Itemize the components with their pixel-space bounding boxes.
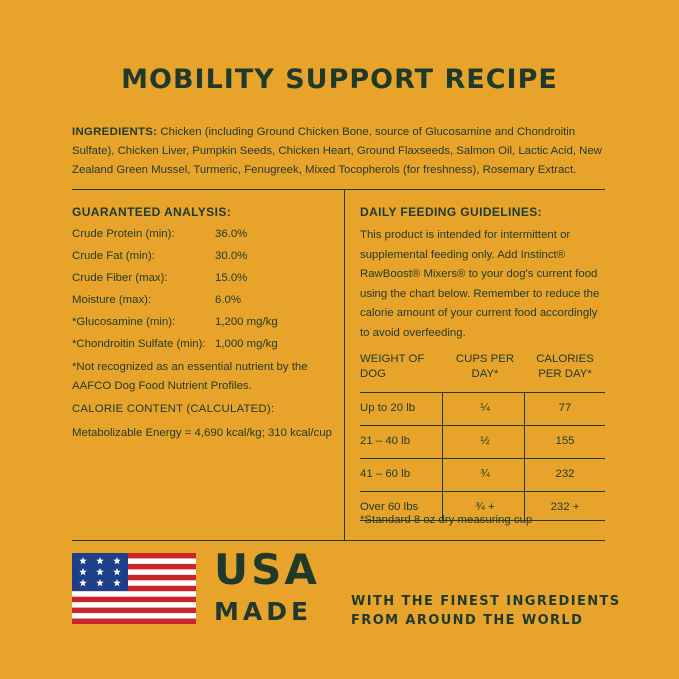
analysis-label: Crude Protein (min):: [72, 228, 175, 240]
feeding-table-header: WEIGHT OF DOG CUPS PER DAY* CALORIES PER…: [360, 352, 605, 392]
calories-cell: 77: [558, 402, 572, 414]
flag-stripe: [72, 613, 196, 619]
ingredients-block: INGREDIENTS: Chicken (including Ground C…: [72, 123, 612, 180]
analysis-value: 36.0%: [215, 228, 248, 240]
calories-cell: 232: [555, 468, 575, 480]
flag-stripe: [72, 618, 196, 624]
flag-stripe: [72, 553, 196, 559]
divider-bottom: [72, 540, 605, 541]
aafco-note: *Not recognized as an essential nutrient…: [72, 361, 308, 392]
table-column-divider: [442, 392, 443, 520]
analysis-label: Crude Fiber (max):: [72, 272, 168, 284]
weight-cell: Over 60 lbs: [360, 501, 419, 513]
analysis-value: 30.0%: [215, 250, 248, 262]
feeding-paragraph: This product is intended for intermitten…: [360, 229, 600, 339]
flag-stripe: [72, 591, 196, 597]
analysis-value: 6.0%: [215, 294, 241, 306]
us-flag-icon: [72, 553, 196, 624]
analysis-value: 1,200 mg/kg: [215, 316, 278, 328]
flag-star: [96, 579, 104, 587]
column-header-weight: WEIGHT OF DOG: [360, 353, 425, 380]
table-row: Up to 20 lb ¼ 77: [360, 392, 605, 425]
flag-star: [79, 579, 87, 587]
cups-cell: ¾: [480, 468, 490, 480]
feeding-heading: DAILY FEEDING GUIDELINES:: [360, 205, 543, 219]
tagline: WITH THE FINEST INGREDIENTS FROM AROUND …: [351, 592, 621, 630]
column-header-calories: CALORIES PER DAY*: [536, 353, 594, 380]
calories-cell: 155: [555, 435, 575, 447]
feeding-table: WEIGHT OF DOG CUPS PER DAY* CALORIES PER…: [360, 352, 605, 524]
weight-cell: 21 – 40 lb: [360, 435, 411, 447]
divider-top: [72, 189, 605, 190]
flag-star: [79, 568, 87, 576]
flag-stripe: [72, 558, 196, 565]
calorie-heading: CALORIE CONTENT (CALCULATED):: [72, 403, 275, 415]
flag-stripe: [72, 569, 196, 576]
table-row: 21 – 40 lb ½ 155: [360, 425, 605, 458]
cups-cell: ¼: [480, 402, 490, 414]
flag-star: [79, 557, 87, 565]
calorie-value: Metabolizable Energy = 4,690 kcal/kg; 31…: [72, 427, 332, 439]
flag-stripe: [72, 602, 196, 608]
calories-cell: 232 +: [550, 501, 580, 513]
column-header-cups: CUPS PER DAY*: [455, 353, 515, 380]
flag-stripe: [72, 580, 196, 586]
made-text: MADE: [214, 597, 313, 626]
flag-stripe: [72, 563, 196, 570]
table-bottom-rule: [360, 520, 605, 521]
weight-cell: 41 – 60 lb: [360, 468, 411, 480]
flag-star: [113, 557, 121, 565]
flag-stripe: [72, 607, 196, 614]
analysis-label: Crude Fat (min):: [72, 250, 155, 262]
usa-text: USA: [214, 545, 320, 594]
analysis-heading: GUARANTEED ANALYSIS:: [72, 205, 232, 219]
divider-vertical: [344, 189, 345, 540]
ingredients-label: INGREDIENTS:: [72, 126, 158, 138]
table-row: Over 60 lbs ¾ + 232 +: [360, 491, 605, 524]
flag-star: [96, 568, 104, 576]
cups-cell: ¾ +: [475, 501, 495, 513]
flag-star: [113, 579, 121, 587]
analysis-label: *Glucosamine (min):: [72, 316, 176, 328]
measuring-cup-footnote: *Standard 8 oz dry measuring cup: [360, 514, 533, 526]
flag-star: [113, 568, 121, 576]
analysis-value: 1,000 mg/kg: [215, 338, 278, 350]
table-column-divider: [524, 392, 525, 520]
analysis-label: *Chondroitin Sulfate (min):: [72, 338, 206, 350]
analysis-label: Moisture (max):: [72, 294, 152, 306]
flag-star: [96, 557, 104, 565]
table-row: 41 – 60 lb ¾ 232: [360, 458, 605, 491]
flag-stripe: [72, 596, 196, 603]
flag-stripe: [72, 585, 196, 592]
tagline-line-2: FROM AROUND THE WORLD: [351, 613, 584, 628]
ingredients-text: Chicken (including Ground Chicken Bone, …: [72, 126, 602, 176]
analysis-value: 15.0%: [215, 272, 248, 284]
weight-cell: Up to 20 lb: [360, 402, 416, 414]
page-title: MOBILITY SUPPORT RECIPE: [121, 64, 558, 95]
flag-stripe: [72, 574, 196, 581]
cups-cell: ½: [480, 435, 490, 447]
tagline-line-1: WITH THE FINEST INGREDIENTS: [351, 594, 621, 609]
